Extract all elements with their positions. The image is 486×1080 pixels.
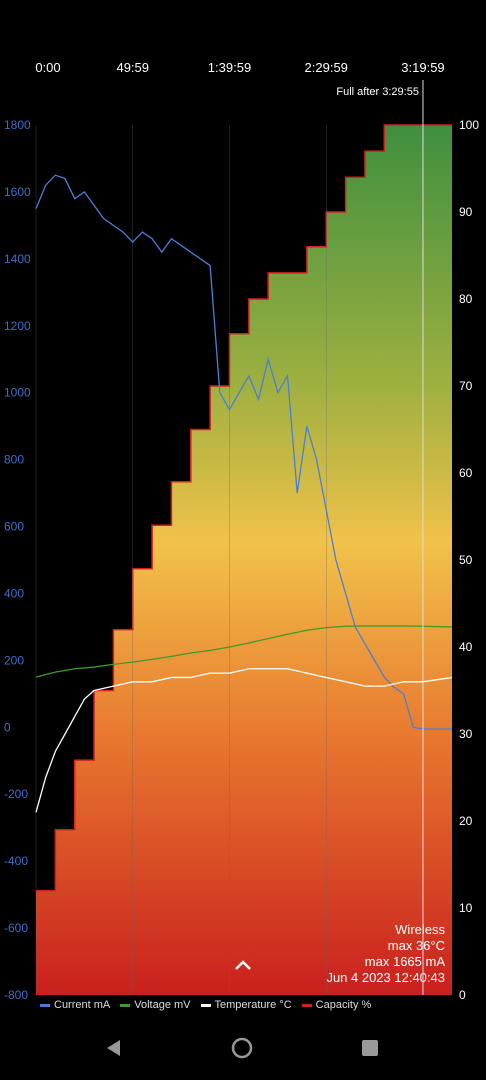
source-label: Wireless bbox=[395, 922, 445, 937]
capacity-area bbox=[36, 125, 452, 995]
legend: Current mA Voltage mV Temperature °C Capaci… bbox=[40, 997, 371, 1013]
legend-swatch bbox=[301, 1003, 312, 1007]
left-tick-label: 1200 bbox=[4, 319, 31, 333]
x-tick-label: 0:00 bbox=[35, 60, 60, 75]
legend-item: Current mA bbox=[40, 997, 110, 1013]
full-after-annotation: Full after 3:29:55 bbox=[336, 86, 419, 98]
right-tick-label: 50 bbox=[459, 553, 473, 567]
legend-item: Capacity % bbox=[301, 997, 372, 1013]
left-tick-label: 1400 bbox=[4, 252, 31, 266]
x-tick-label: 2:29:59 bbox=[305, 60, 348, 75]
legend-label: Voltage mV bbox=[134, 999, 191, 1011]
max-current-label: max 1665 mA bbox=[364, 954, 445, 969]
left-tick-label: 600 bbox=[4, 520, 24, 534]
series-line bbox=[35, 174, 452, 730]
series-line bbox=[35, 668, 453, 813]
capacity-area-layer bbox=[36, 124, 452, 995]
legend-swatch bbox=[120, 1003, 131, 1007]
legend-label: Temperature °C bbox=[214, 999, 292, 1011]
legend-swatch bbox=[40, 1003, 50, 1007]
left-tick-label: -600 bbox=[4, 921, 28, 935]
left-tick-label: 0 bbox=[4, 720, 11, 734]
x-tick-label: 3:19:59 bbox=[401, 60, 444, 75]
right-tick-label: 20 bbox=[459, 814, 473, 828]
x-tick-label: 49:59 bbox=[116, 60, 149, 75]
legend-item: Temperature °C bbox=[200, 997, 292, 1013]
right-tick-label: 40 bbox=[459, 640, 473, 654]
navigation-bar bbox=[0, 1018, 486, 1080]
series-line bbox=[35, 625, 453, 678]
timestamp-label: Jun 4 2023 12:40:43 bbox=[326, 970, 445, 985]
left-tick-label: -800 bbox=[4, 988, 28, 1000]
x-tick-label: 1:39:59 bbox=[208, 60, 251, 75]
right-tick-label: 80 bbox=[459, 292, 473, 306]
left-tick-label: 400 bbox=[4, 586, 24, 600]
legend-label: Current mA bbox=[54, 999, 111, 1011]
right-tick-label: 90 bbox=[459, 205, 473, 219]
left-tick-label: 1000 bbox=[4, 386, 31, 400]
left-tick-label: 1800 bbox=[4, 118, 31, 132]
home-icon[interactable] bbox=[222, 1028, 262, 1068]
recents-icon[interactable] bbox=[350, 1028, 390, 1068]
legend-item: Voltage mV bbox=[120, 997, 191, 1013]
right-tick-label: 30 bbox=[459, 727, 473, 741]
info-panel: Wireless max 36°C max 1665 mA Jun 4 2023… bbox=[326, 922, 445, 986]
series-layer bbox=[35, 80, 453, 995]
left-tick-label: -400 bbox=[4, 854, 28, 868]
left-tick-label: 200 bbox=[4, 653, 24, 667]
max-temp-label: max 36°C bbox=[387, 938, 445, 953]
right-tick-label: 100 bbox=[459, 118, 479, 132]
right-tick-label: 10 bbox=[459, 901, 473, 915]
left-tick-label: 1600 bbox=[4, 185, 31, 199]
right-tick-label: 70 bbox=[459, 379, 473, 393]
left-tick-label: 800 bbox=[4, 453, 24, 467]
right-tick-label: 0 bbox=[459, 988, 466, 1000]
back-icon[interactable] bbox=[94, 1028, 134, 1068]
left-tick-label: -200 bbox=[4, 787, 28, 801]
chevron-up-icon[interactable] bbox=[230, 954, 256, 976]
legend-label: Capacity % bbox=[315, 999, 372, 1011]
legend-swatch bbox=[200, 1003, 211, 1007]
battery-chart: 0:00 49:59 1:39:59 2:29:59 3:19:59 1800 1600 14… bbox=[4, 60, 479, 1000]
axes-layer: 0:00 49:59 1:39:59 2:29:59 3:19:59 1800 1600 14… bbox=[4, 60, 479, 1000]
right-tick-label: 60 bbox=[459, 466, 473, 480]
